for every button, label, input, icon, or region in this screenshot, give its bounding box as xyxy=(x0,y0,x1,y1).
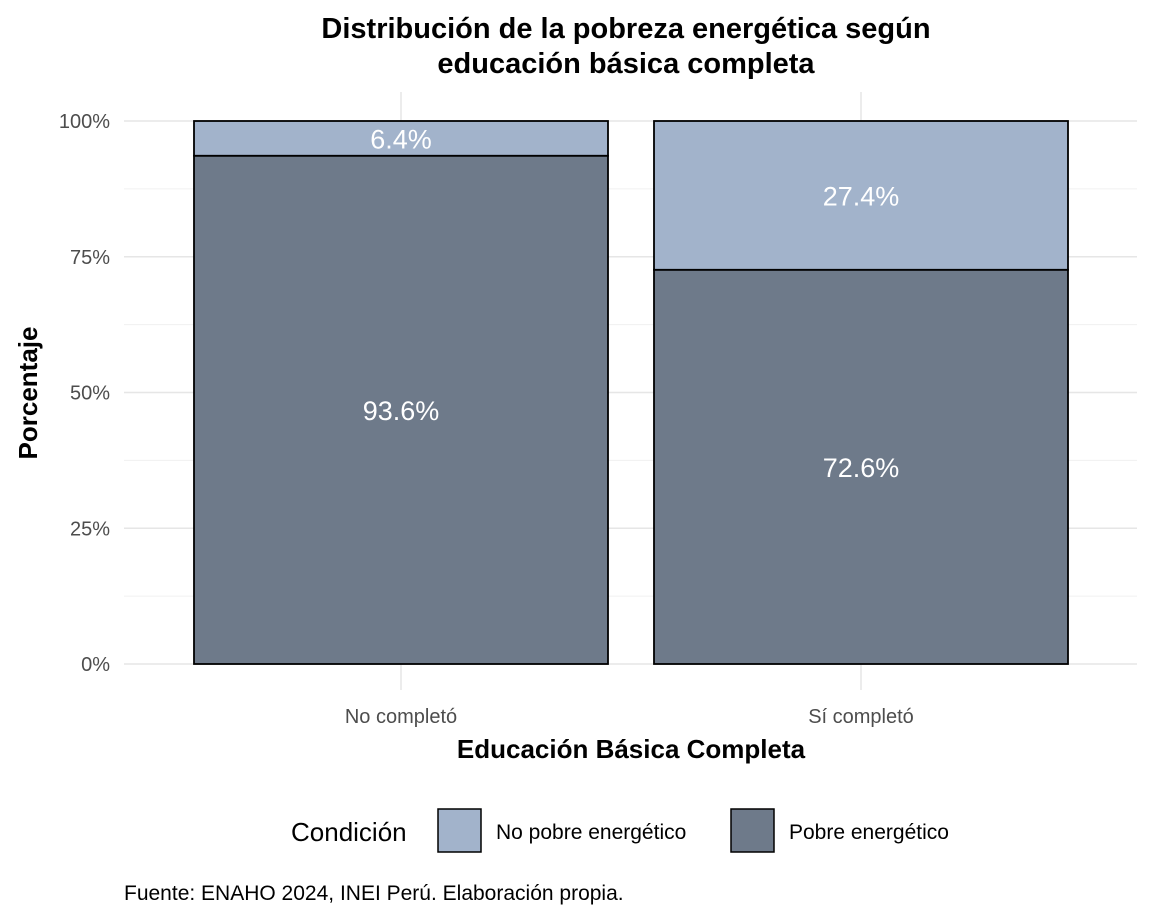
data-label: 93.6% xyxy=(363,396,440,426)
data-label: 27.4% xyxy=(823,181,900,211)
y-axis-ticks: 0% 25% 50% 75% 100% xyxy=(59,111,110,676)
x-axis-title: Educación Básica Completa xyxy=(457,734,806,764)
chart-caption: Fuente: ENAHO 2024, INEI Perú. Elaboraci… xyxy=(124,882,624,905)
legend-label-pobre: Pobre energético xyxy=(789,821,949,844)
legend-swatch-no-pobre xyxy=(437,808,482,853)
data-labels: 93.6% 6.4% 72.6% 27.4% xyxy=(363,124,900,483)
x-tick-label: No completó xyxy=(345,706,457,728)
x-tick-label: Sí completó xyxy=(808,706,914,728)
y-axis-title: Porcentaje xyxy=(13,327,43,460)
bar-segment xyxy=(653,120,1069,271)
bars xyxy=(193,120,1069,665)
bar-segment xyxy=(193,154,609,665)
y-tick-label: 0% xyxy=(81,654,110,676)
y-tick-label: 75% xyxy=(70,247,110,269)
y-tick-label: 100% xyxy=(59,111,110,133)
legend: Condición No pobre energético Pobre ener… xyxy=(291,808,949,853)
legend-swatch-pobre xyxy=(730,808,775,853)
y-tick-label: 25% xyxy=(70,518,110,540)
legend-label-no-pobre: No pobre energético xyxy=(496,821,686,844)
chart-title-line-2: educación básica completa xyxy=(437,48,815,80)
data-label: 6.4% xyxy=(370,124,432,154)
x-axis-ticks: No completó Sí completó xyxy=(345,706,914,728)
legend-title: Condición xyxy=(291,817,407,847)
y-tick-label: 50% xyxy=(70,383,110,405)
bar-segment xyxy=(653,268,1069,665)
data-label: 72.6% xyxy=(823,453,900,483)
bar-segment xyxy=(193,120,609,157)
chart-title-line-1: Distribución de la pobreza energética se… xyxy=(321,13,930,45)
